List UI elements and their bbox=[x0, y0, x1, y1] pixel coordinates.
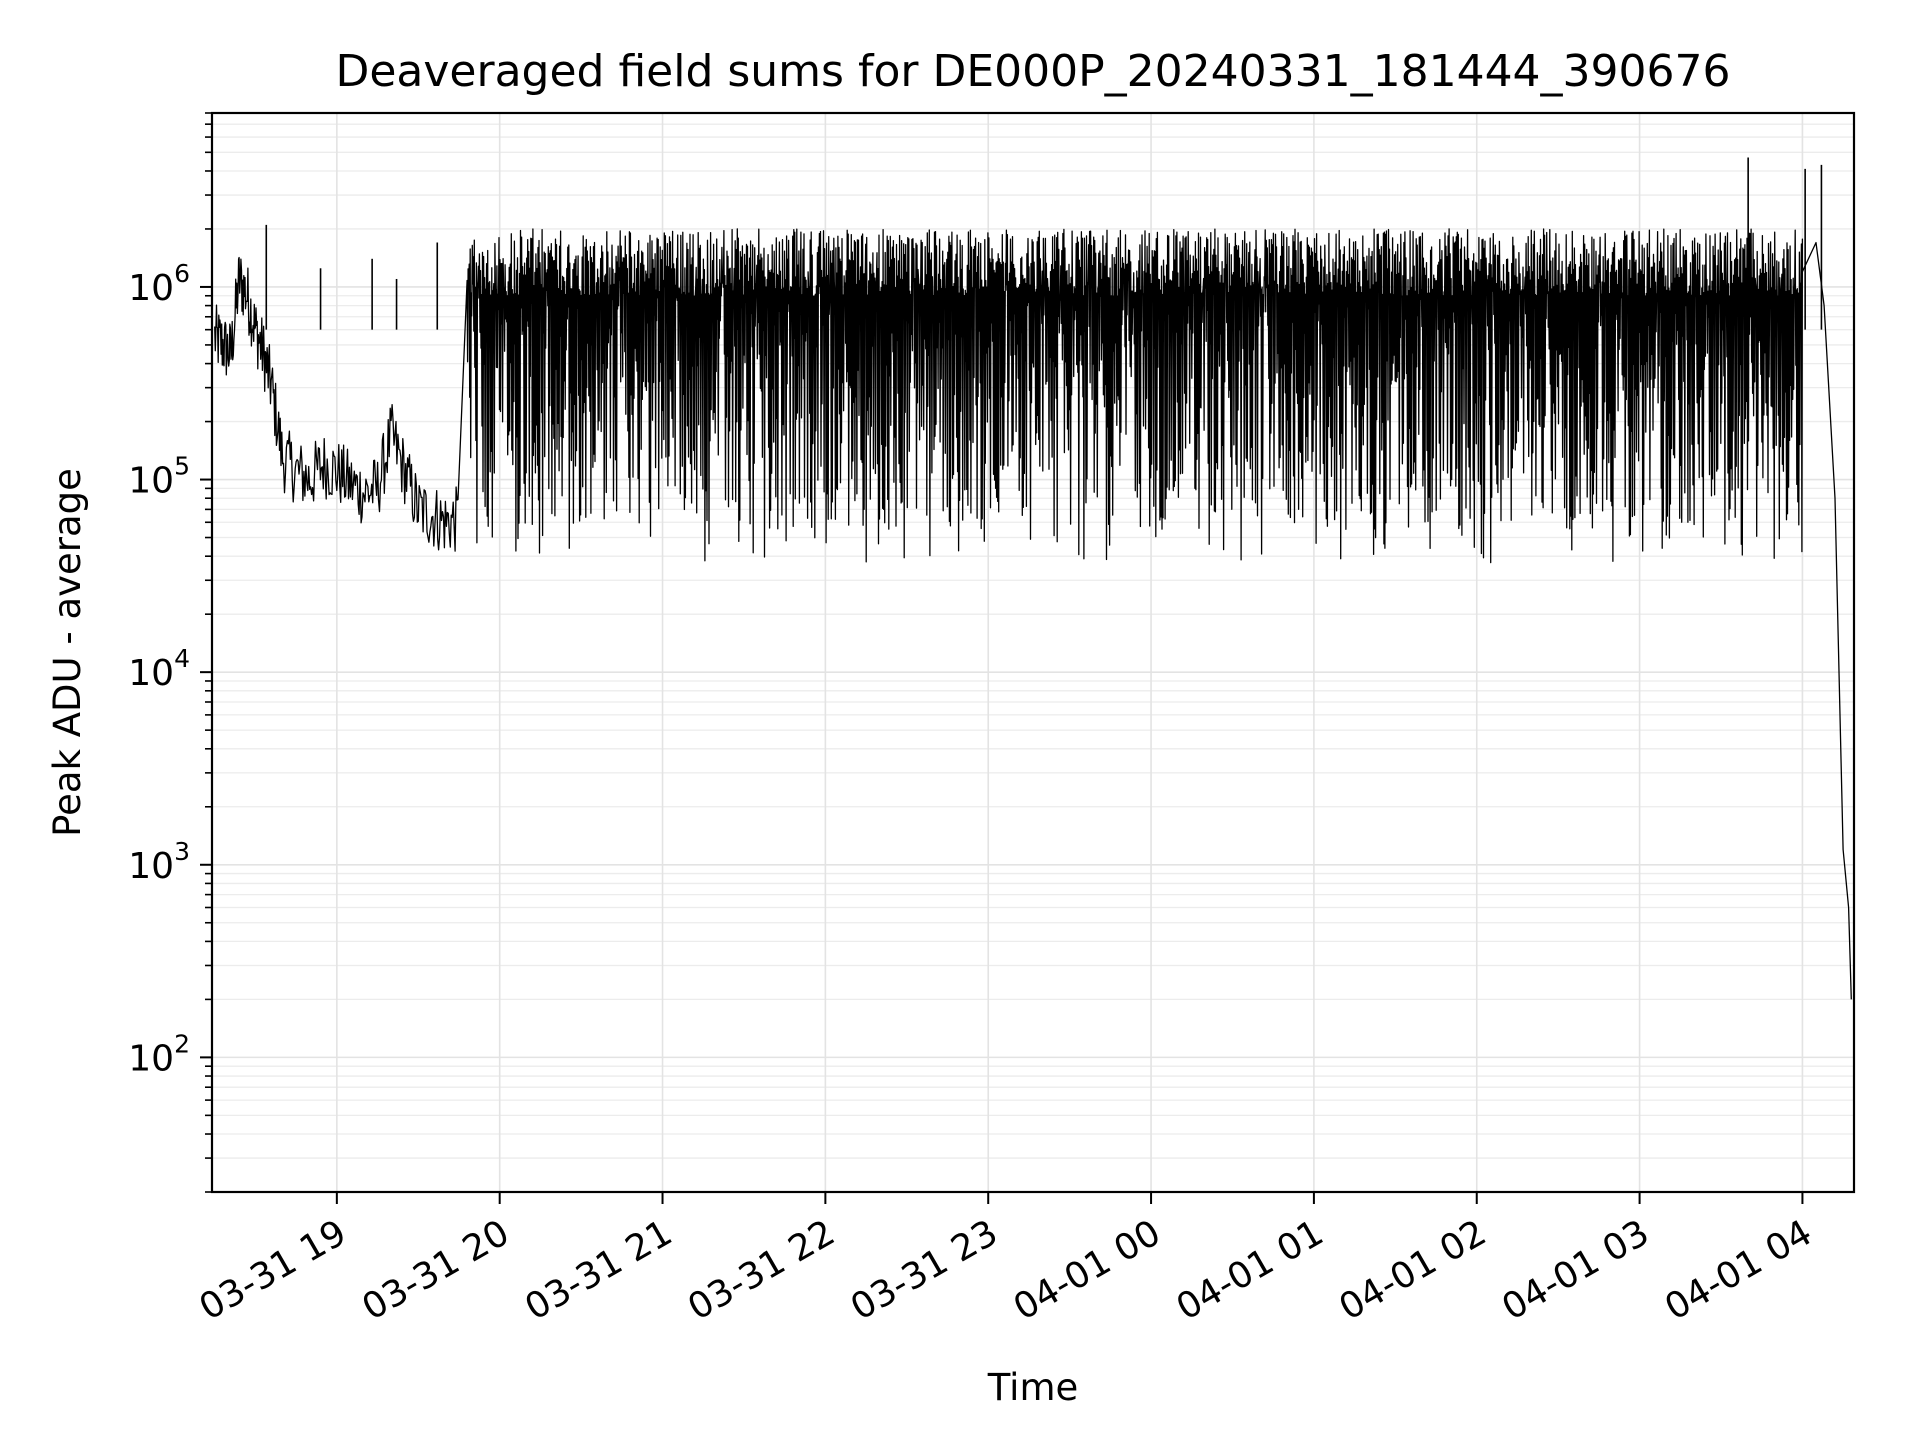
plot-frame bbox=[210, 111, 1856, 1194]
y-tick-label: 103 bbox=[128, 837, 190, 887]
series-line bbox=[214, 228, 1852, 1000]
chart-title: Deaveraged field sums for DE000P_2024033… bbox=[335, 46, 1730, 97]
x-axis-label: Time bbox=[987, 1366, 1079, 1409]
series-layer bbox=[214, 157, 1852, 1000]
y-axis-label: Peak ADU - average bbox=[46, 468, 89, 837]
y-tick-label: 104 bbox=[128, 644, 190, 694]
y-tick-label: 105 bbox=[128, 452, 190, 502]
y-tick-label: 102 bbox=[128, 1029, 190, 1079]
y-tick-label: 106 bbox=[128, 259, 190, 309]
